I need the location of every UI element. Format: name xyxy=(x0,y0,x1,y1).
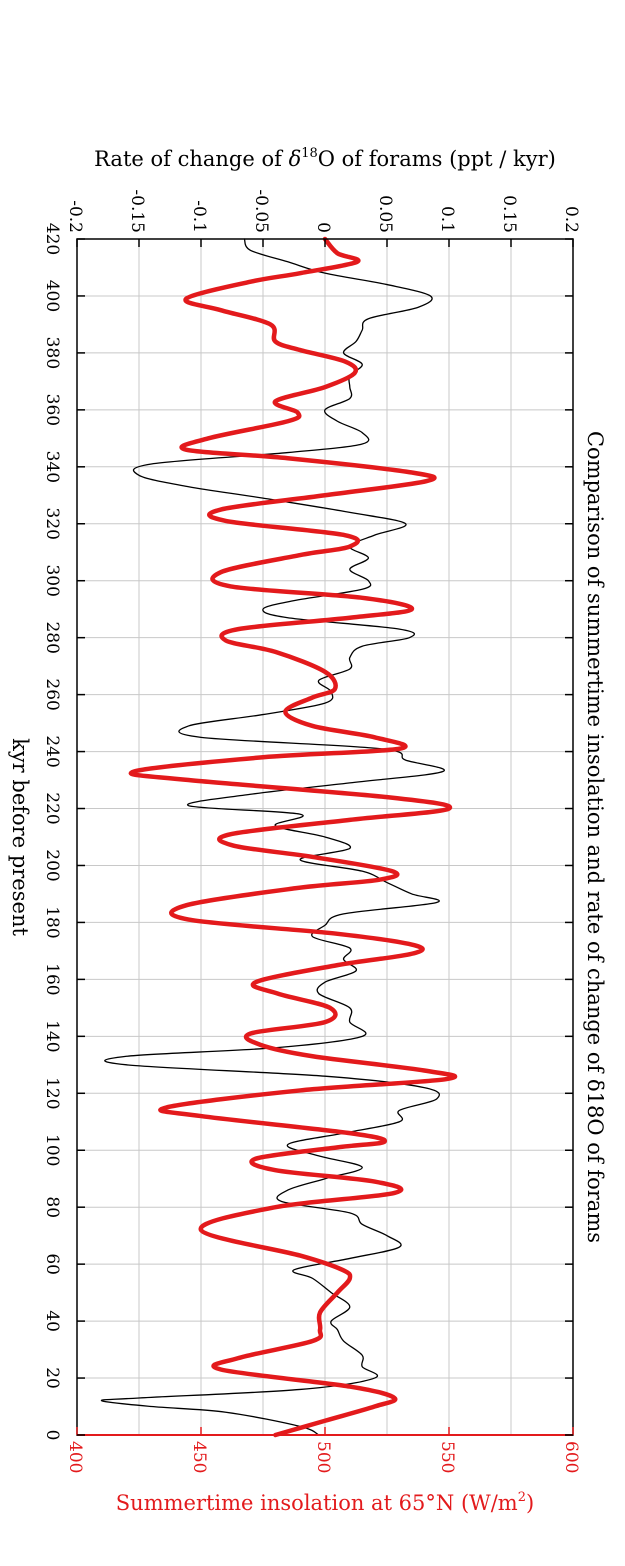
kyr-tick-label: 80 xyxy=(42,1196,62,1218)
kyr-tick-label: 120 xyxy=(42,1077,62,1109)
insolation-tick-label: 600 xyxy=(561,1441,581,1473)
kyr-tick-label: 340 xyxy=(42,451,62,483)
kyr-tick-label: 200 xyxy=(42,849,62,881)
insolation-tick-label: 400 xyxy=(65,1441,85,1473)
rate-tick-label: -0.05 xyxy=(251,189,271,233)
kyr-tick-label: 100 xyxy=(42,1134,62,1166)
kyr-tick-label: 60 xyxy=(42,1253,62,1275)
rate-tick-label: -0.15 xyxy=(127,189,147,233)
insolation-tick-label: 550 xyxy=(437,1441,457,1473)
kyr-tick-label: 20 xyxy=(42,1367,62,1389)
series-line-rate xyxy=(100,238,445,1436)
kyr-tick-label: 280 xyxy=(42,621,62,653)
chart-title: Comparison of summertime insolation and … xyxy=(583,431,607,1243)
kyr-tick-label: 220 xyxy=(42,792,62,824)
kyr-tick-label: 180 xyxy=(42,906,62,938)
kyr-tick-label: 240 xyxy=(42,735,62,767)
rate-tick-label: 0 xyxy=(313,222,333,233)
kyr-tick-label: 360 xyxy=(42,394,62,426)
kyr-tick-label: 0 xyxy=(42,1430,62,1441)
x-axis-label: kyr before present xyxy=(8,738,32,936)
insolation-tick-label: 500 xyxy=(313,1441,333,1473)
kyr-tick-label: 420 xyxy=(42,223,62,255)
rate-tick-label: 0.05 xyxy=(375,195,395,233)
series-line-insolation xyxy=(128,236,458,1438)
rate-tick-label: -0.2 xyxy=(65,200,85,233)
rate-tick-label: 0.15 xyxy=(499,195,519,233)
rate-tick-label: 0.1 xyxy=(437,206,457,233)
kyr-tick-label: 260 xyxy=(42,678,62,710)
rate-tick-label: 0.2 xyxy=(561,206,581,233)
kyr-tick-label: 140 xyxy=(42,1020,62,1052)
kyr-tick-label: 160 xyxy=(42,963,62,995)
kyr-tick-label: 320 xyxy=(42,508,62,540)
insolation-axis-label: Summertime insolation at 65°N (W/m2) xyxy=(116,1490,534,1515)
series xyxy=(100,236,458,1438)
rate-tick-label: -0.1 xyxy=(189,200,209,233)
rate-axis-label: Rate of change of δ18O of forams (ppt / … xyxy=(94,146,556,171)
insolation-tick-label: 450 xyxy=(189,1441,209,1473)
kyr-tick-label: 300 xyxy=(42,564,62,596)
kyr-tick-label: 400 xyxy=(42,280,62,312)
kyr-tick-label: 380 xyxy=(42,337,62,369)
kyr-tick-label: 40 xyxy=(42,1310,62,1332)
